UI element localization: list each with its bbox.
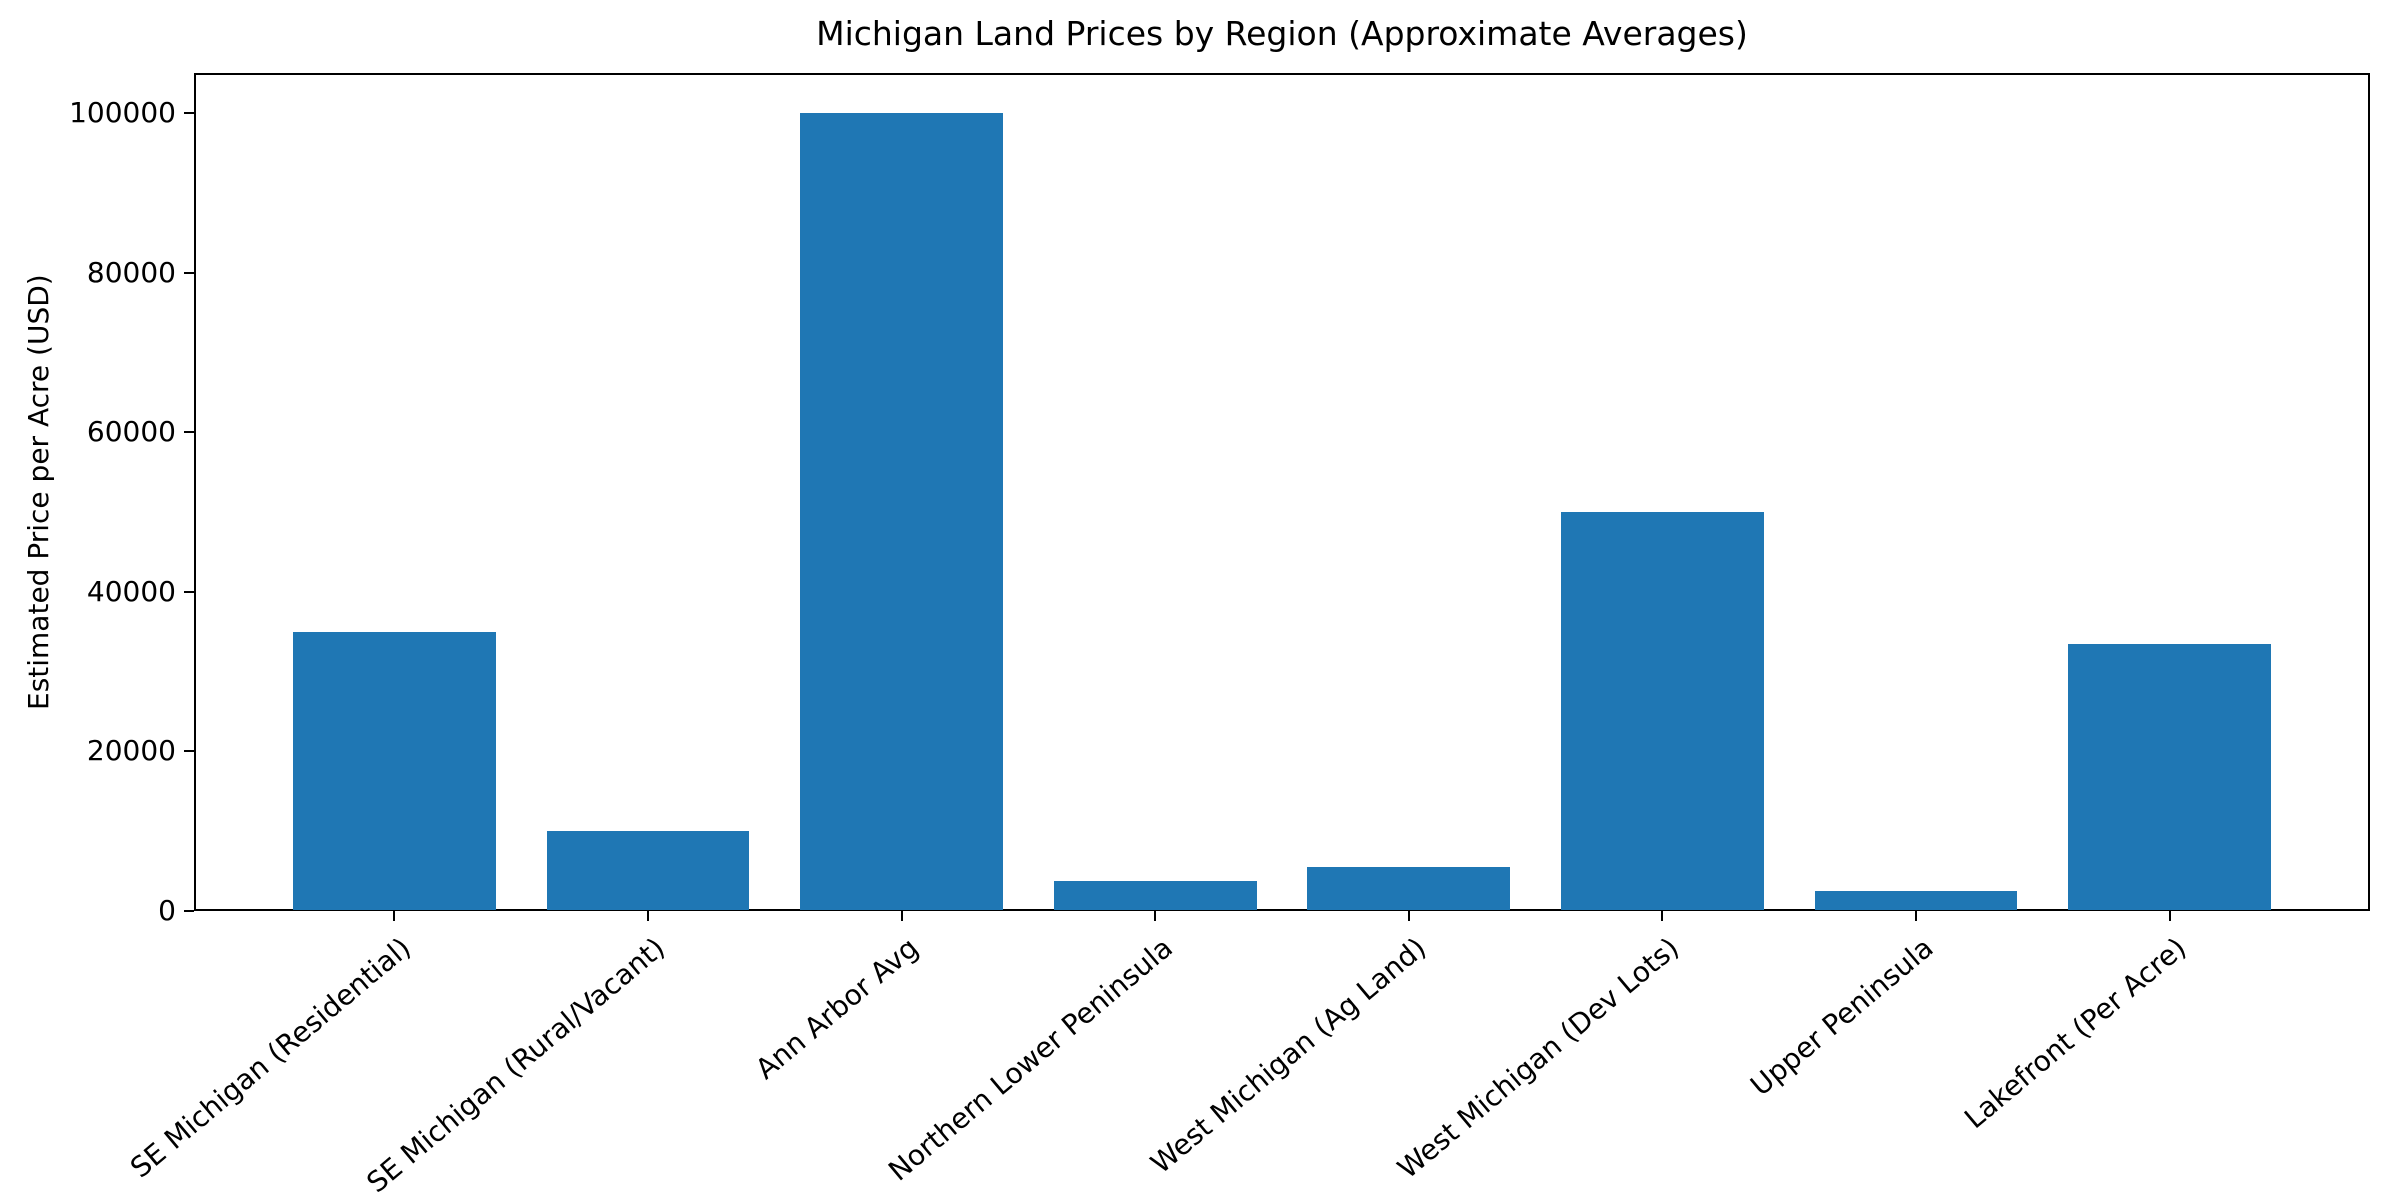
y-tick-mark [184,750,194,753]
x-tick-label: Upper Peninsula [1743,931,1940,1103]
y-tick-mark [184,271,194,274]
bar-6 [1814,891,2018,910]
y-tick-label: 40000 [86,574,176,608]
bar-5 [1560,511,1764,910]
chart-title: Michigan Land Prices by Region (Approxim… [816,14,1748,53]
bar-0 [292,631,496,910]
bar-2 [800,112,1003,910]
bar-7 [2068,643,2272,910]
x-tick-label: SE Michigan (Residential) [124,931,418,1185]
y-tick-label: 80000 [86,255,176,289]
y-tick-mark [184,910,194,912]
x-tick-mark [1661,911,1664,921]
y-tick-mark [184,431,194,434]
x-tick-mark [2168,911,2171,921]
x-tick-label: Lakefront (Per Acre) [1958,931,2193,1136]
y-tick-mark [184,590,194,593]
x-tick-label: West Michigan (Ag Land) [1144,931,1433,1181]
x-tick-label: Ann Arbor Avg [749,931,925,1086]
y-axis-label: Estimated Price per Acre (USD) [22,274,55,710]
x-tick-mark [1154,911,1157,921]
y-tick-label: 20000 [86,734,176,768]
x-tick-mark [1407,911,1410,921]
y-tick-label: 0 [158,894,176,927]
y-tick-mark [184,111,194,114]
y-tick-label: 100000 [69,95,176,129]
x-tick-mark [646,911,649,921]
bar-3 [1053,881,1257,910]
y-tick-label: 60000 [86,415,176,449]
x-tick-mark [900,911,903,921]
x-tick-mark [393,911,396,921]
bar-1 [546,831,750,910]
x-tick-label: Northern Lower Peninsula [881,931,1179,1188]
x-tick-mark [1915,911,1918,921]
x-tick-label: West Michigan (Dev Lots) [1391,931,1686,1186]
plot-area [194,73,2370,911]
x-tick-label: SE Michigan (Rural/Vacant) [360,931,672,1200]
bar-4 [1307,867,1511,910]
